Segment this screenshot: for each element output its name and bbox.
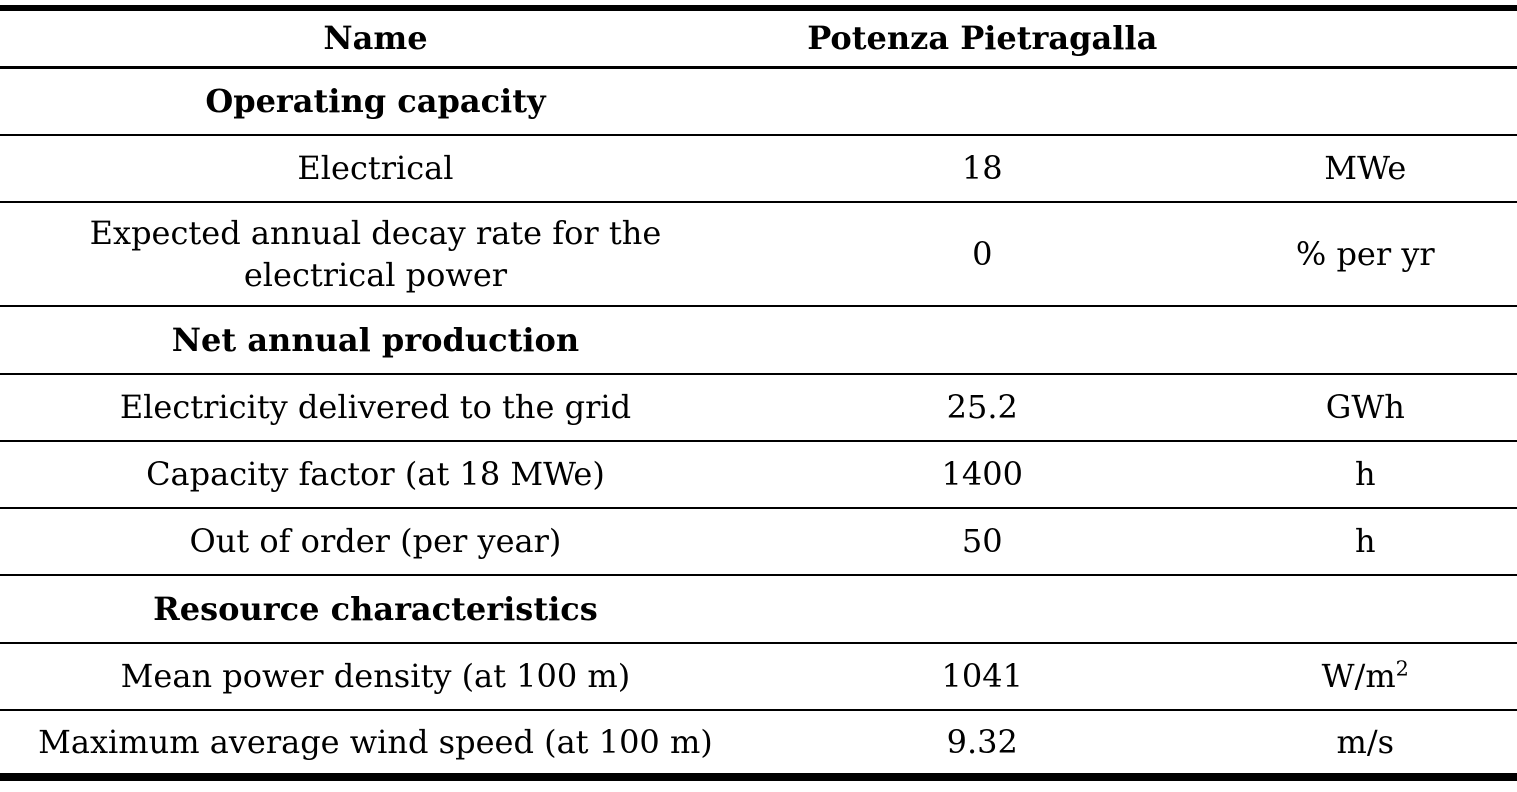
table-row-electricity-delivered: Electricity delivered to the grid 25.2 G… [0, 374, 1517, 441]
table-row-out-of-order: Out of order (per year) 50 h [0, 508, 1517, 575]
table-row-decay-rate: Expected annual decay rate for the elect… [0, 202, 1517, 306]
row-label-line-2: electrical power [243, 256, 508, 294]
row-unit: W/m2 [1214, 643, 1517, 710]
row-label: Electricity delivered to the grid [119, 388, 632, 427]
row-label: Mean power density (at 100 m) [120, 657, 631, 696]
row-value: 1400 [941, 455, 1023, 494]
plant-parameters-table: Name Potenza Pietragalla Operating capac… [0, 5, 1517, 781]
header-name-cell: Name [323, 19, 428, 58]
table-row-electrical: Electrical 18 MWe [0, 135, 1517, 202]
row-unit: GWh [1325, 388, 1405, 427]
section-row-operating-capacity: Operating capacity [0, 67, 1517, 135]
section-row-net-annual-production: Net annual production [0, 306, 1517, 374]
row-label: Maximum average wind speed (at 100 m) [38, 722, 713, 761]
section-title: Operating capacity [205, 82, 546, 121]
row-value: 9.32 [946, 722, 1018, 761]
row-unit: % per yr [1295, 234, 1435, 273]
table-header-row: Name Potenza Pietragalla [0, 8, 1517, 67]
row-label: Out of order (per year) [189, 522, 562, 561]
section-row-resource-characteristics: Resource characteristics [0, 575, 1517, 643]
row-label: Capacity factor (at 18 MWe) [146, 455, 605, 494]
table-row-capacity-factor: Capacity factor (at 18 MWe) 1400 h [0, 441, 1517, 508]
row-label: Electrical [297, 149, 454, 188]
row-unit: MWe [1324, 149, 1407, 188]
row-unit-base: W/m [1321, 657, 1396, 696]
row-value: 0 [972, 234, 993, 273]
row-value: 18 [961, 149, 1003, 188]
row-unit: m/s [1336, 722, 1395, 761]
section-title: Net annual production [171, 320, 580, 359]
header-unit-cell [1214, 8, 1517, 67]
row-value: 25.2 [946, 388, 1018, 427]
row-value: 1041 [941, 657, 1023, 696]
table-row-max-wind-speed: Maximum average wind speed (at 100 m) 9.… [0, 710, 1517, 777]
table-row-mean-power-density: Mean power density (at 100 m) 1041 W/m2 [0, 643, 1517, 710]
section-title: Resource characteristics [153, 589, 598, 628]
row-label-line-1: Expected annual decay rate for the [89, 213, 662, 252]
row-label: Expected annual decay rate for the elect… [0, 202, 751, 306]
row-value: 50 [961, 522, 1003, 561]
row-unit: h [1354, 522, 1376, 561]
header-site-cell: Potenza Pietragalla [807, 19, 1158, 58]
row-unit-superscript: 2 [1395, 656, 1409, 681]
row-unit: h [1354, 455, 1376, 494]
